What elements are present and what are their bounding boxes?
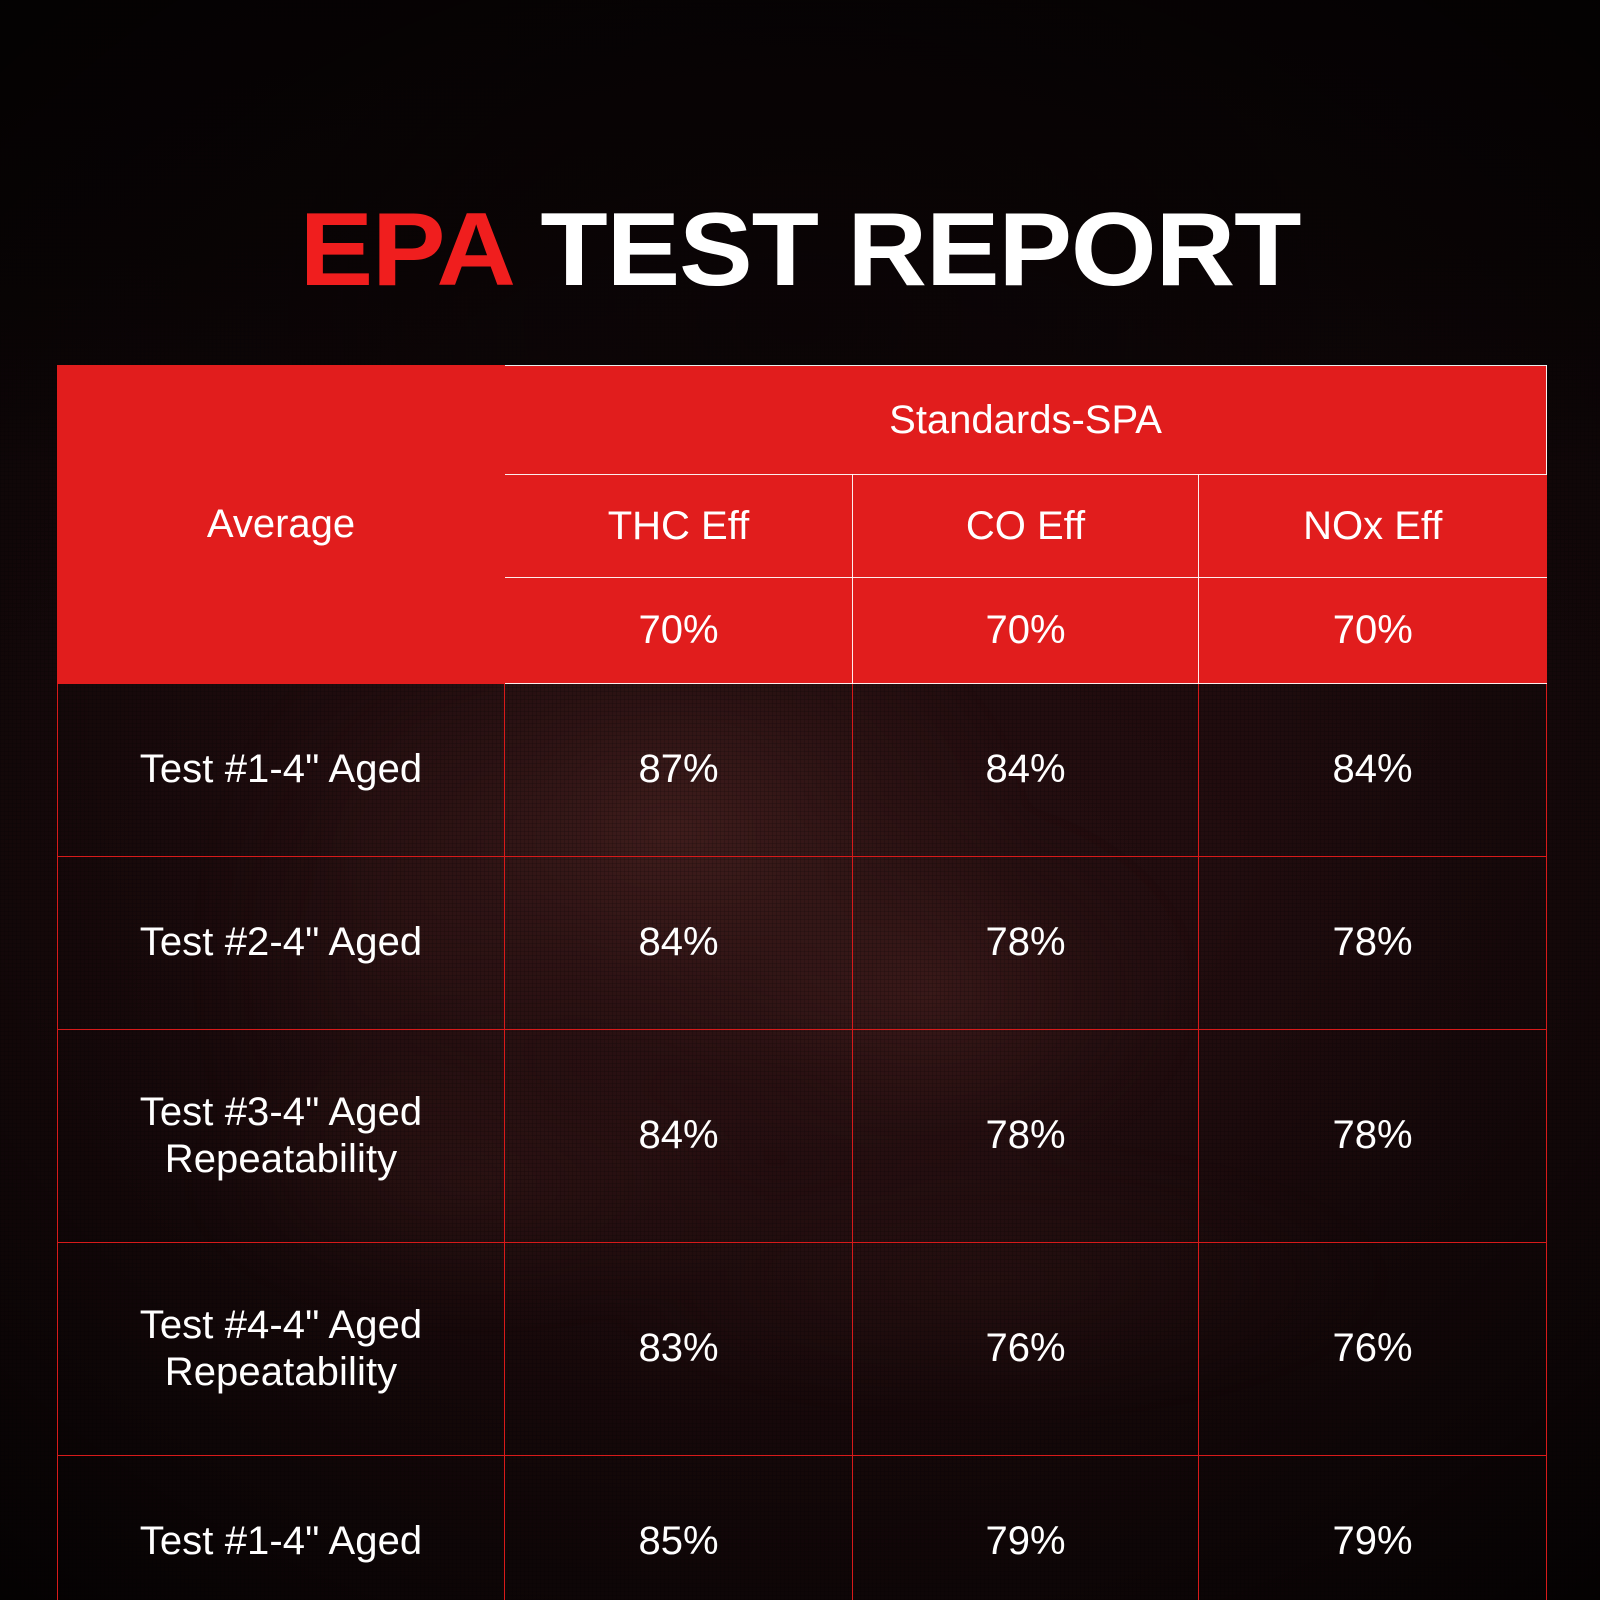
cell-thc-eff: 85%	[504, 1455, 853, 1600]
header-col-thc-eff: THC Eff	[504, 474, 853, 578]
cell-co-eff: 84%	[852, 683, 1199, 857]
row-label: Test #1-4" Aged	[57, 683, 505, 857]
row-label: Test #4-4" Aged Repeatability	[57, 1242, 505, 1456]
header-row-standards: 70% 70% 70%	[58, 577, 1547, 684]
row-label: Test #3-4" Aged Repeatability	[57, 1029, 505, 1243]
table-header: Average Standards-SPA THC Eff CO Eff NOx…	[57, 365, 1548, 684]
report-table-container: Average Standards-SPA THC Eff CO Eff NOx…	[57, 365, 1548, 1600]
header-corner-average: Average	[57, 365, 505, 684]
table-body: Test #1-4" Aged 87% 84% 84% Test #2-4" A…	[57, 683, 1548, 1600]
epa-test-report-table: Average Standards-SPA THC Eff CO Eff NOx…	[57, 365, 1548, 1600]
row-label-line1: Test #4-4" Aged	[139, 1302, 423, 1347]
table-row: Test #4-4" Aged Repeatability 83% 76% 76%	[57, 1242, 1548, 1456]
row-label-line1: Test #2-4" Aged	[139, 920, 423, 965]
page-title-accent: EPA	[299, 191, 512, 308]
row-label-line2: Repeatability	[164, 1137, 398, 1181]
standard-value-co: 70%	[852, 577, 1199, 684]
table-row: Test #3-4" Aged Repeatability 84% 78% 78%	[57, 1029, 1548, 1243]
row-label: Test #1-4" Aged	[57, 1455, 505, 1600]
cell-nox-eff: 78%	[1197, 856, 1548, 1030]
row-label-line1: Test #3-4" Aged	[139, 1089, 423, 1134]
header-col-co-eff: CO Eff	[852, 474, 1199, 578]
cell-thc-eff: 83%	[504, 1242, 853, 1456]
cell-thc-eff: 87%	[504, 683, 853, 857]
header-group-standards-spa: Standards-SPA	[503, 365, 1548, 475]
cell-thc-eff: 84%	[504, 1029, 853, 1243]
table-row: Test #1-4" Aged 85% 79% 79%	[57, 1455, 1548, 1600]
table-row: Test #1-4" Aged 87% 84% 84%	[57, 683, 1548, 857]
standard-value-thc: 70%	[504, 577, 853, 684]
row-label-line1: Test #1-4" Aged	[139, 747, 423, 792]
cell-nox-eff: 84%	[1197, 683, 1548, 857]
header-row-group: Average Standards-SPA	[57, 365, 1548, 684]
row-label: Test #2-4" Aged	[57, 856, 505, 1030]
header-col-nox-eff: NOx Eff	[1197, 474, 1547, 578]
cell-nox-eff: 79%	[1197, 1455, 1548, 1600]
cell-thc-eff: 84%	[504, 856, 853, 1030]
cell-nox-eff: 78%	[1197, 1029, 1548, 1243]
standard-value-nox: 70%	[1197, 577, 1547, 684]
page-title-rest: TEST REPORT	[510, 191, 1301, 308]
page-title: EPA TEST REPORT	[0, 198, 1600, 302]
table-row: Test #2-4" Aged 84% 78% 78%	[57, 856, 1548, 1030]
row-label-line2: Repeatability	[164, 1350, 398, 1394]
cell-nox-eff: 76%	[1197, 1242, 1548, 1456]
header-row-columns: THC Eff CO Eff NOx Eff	[58, 474, 1547, 578]
cell-co-eff: 76%	[852, 1242, 1199, 1456]
row-label-line1: Test #1-4" Aged	[139, 1519, 423, 1564]
cell-co-eff: 79%	[852, 1455, 1199, 1600]
cell-co-eff: 78%	[852, 1029, 1199, 1243]
cell-co-eff: 78%	[852, 856, 1199, 1030]
